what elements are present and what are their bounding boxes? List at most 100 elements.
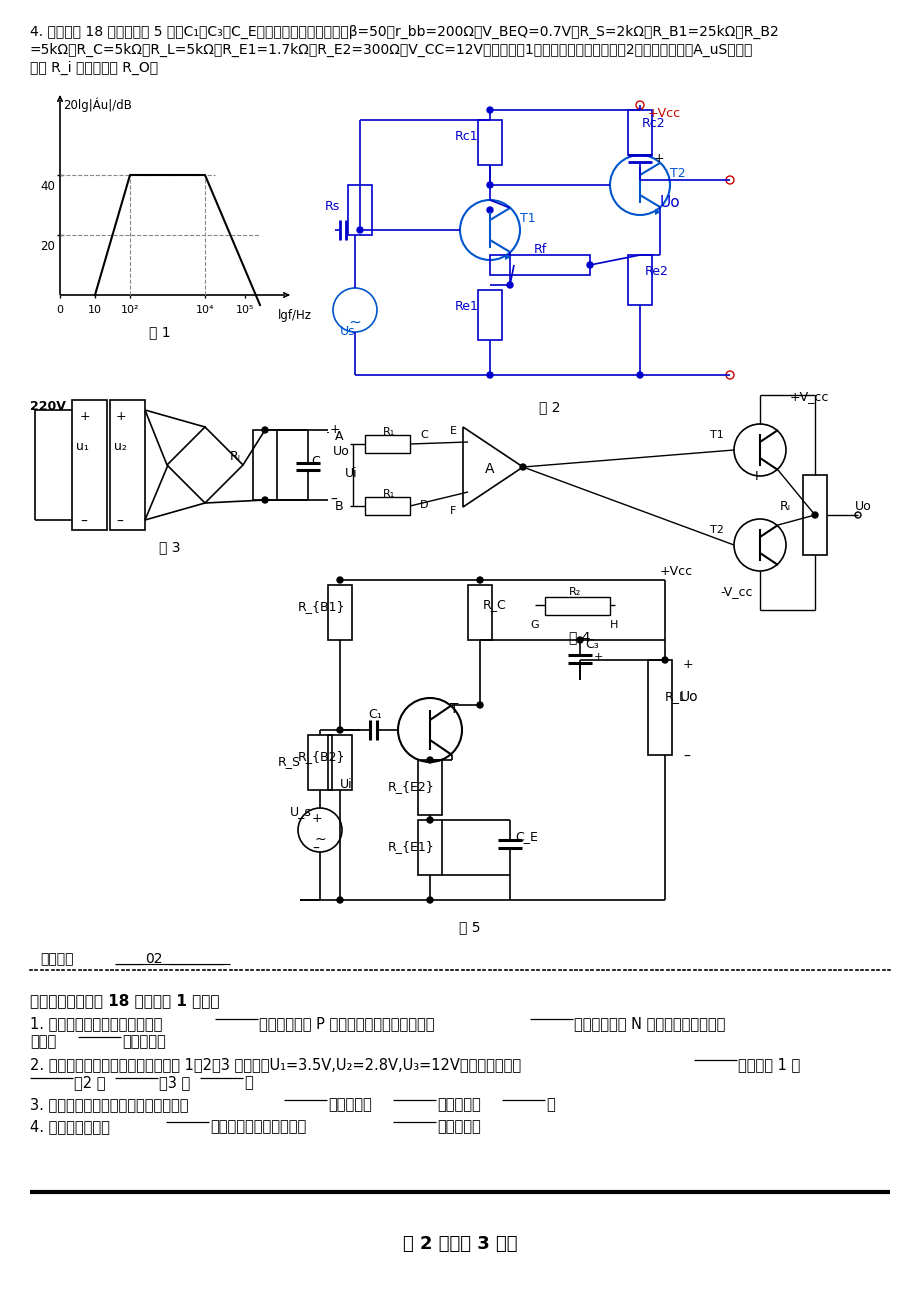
Text: u₂: u₂ — [114, 440, 127, 453]
Text: +Vcc: +Vcc — [647, 107, 680, 120]
Text: 0: 0 — [56, 305, 63, 315]
Text: +: + — [330, 423, 340, 436]
Bar — [328, 585, 352, 641]
Text: R_{B1}: R_{B1} — [298, 600, 346, 613]
Text: R_S: R_S — [278, 755, 301, 768]
Text: 10⁴: 10⁴ — [196, 305, 214, 315]
Text: 图 3: 图 3 — [159, 540, 180, 553]
Circle shape — [506, 283, 513, 288]
Text: –: – — [116, 516, 123, 529]
Circle shape — [426, 756, 433, 763]
Circle shape — [336, 897, 343, 904]
Text: 1. 本征半导体中，自由电子浓度: 1. 本征半导体中，自由电子浓度 — [30, 1016, 162, 1031]
Text: T2: T2 — [669, 167, 685, 180]
Circle shape — [426, 897, 433, 904]
Text: R_{B2}: R_{B2} — [298, 750, 346, 763]
Text: C: C — [420, 430, 427, 440]
Text: -V_cc: -V_cc — [720, 585, 752, 598]
Text: H: H — [609, 620, 618, 630]
Text: 4. 半导体三极管属: 4. 半导体三极管属 — [30, 1118, 109, 1134]
Text: 型，电极 1 为: 型，电极 1 为 — [737, 1057, 800, 1072]
Circle shape — [336, 727, 343, 733]
Bar — [365, 435, 410, 453]
Text: U_s: U_s — [289, 805, 312, 818]
Bar — [802, 475, 826, 555]
Text: 10⁵: 10⁵ — [235, 305, 254, 315]
Text: ，2 为: ，2 为 — [74, 1075, 106, 1090]
Bar — [647, 660, 671, 755]
Circle shape — [486, 182, 493, 187]
Text: 10: 10 — [88, 305, 102, 315]
Bar — [253, 430, 277, 500]
Text: u₁: u₁ — [76, 440, 89, 453]
Bar — [628, 109, 652, 155]
Text: +Vcc: +Vcc — [659, 565, 692, 578]
Text: C₁: C₁ — [368, 708, 381, 721]
Circle shape — [636, 372, 642, 378]
Text: lgf/Hz: lgf/Hz — [278, 309, 312, 322]
Text: R₁: R₁ — [382, 490, 395, 499]
Text: +: + — [80, 410, 91, 423]
Text: Ui: Ui — [340, 779, 352, 792]
Bar — [328, 736, 352, 790]
Text: 4. （本小题 18 分）电路图 5 中，C₁、C₃和C_E的容量足够大，晶体管的β=50，r_bb=200Ω，V_BEQ=0.7V，R_S=2kΩ，R_B1=: 4. （本小题 18 分）电路图 5 中，C₁、C₃和C_E的容量足够大，晶体管… — [30, 25, 777, 39]
Text: 第 2 页（共 3 页）: 第 2 页（共 3 页） — [403, 1236, 516, 1253]
Text: Rc2: Rc2 — [641, 117, 665, 130]
Text: 空穴浓度；在 N 型半导体中，自由电: 空穴浓度；在 N 型半导体中，自由电 — [573, 1016, 724, 1031]
Text: 3. 射极输出器的特点是：电压放大倍数: 3. 射极输出器的特点是：电压放大倍数 — [30, 1098, 188, 1112]
Bar — [628, 255, 652, 305]
Text: 控制器件。: 控制器件。 — [437, 1118, 481, 1134]
Circle shape — [486, 207, 493, 214]
Circle shape — [811, 512, 817, 518]
Text: F: F — [449, 506, 456, 516]
Bar — [417, 760, 441, 815]
Text: 2. 放大电路中，测得三极管三个电极 1，2，3 的电位为U₁=3.5V,U₂=2.8V,U₃=12V；则该三极管是: 2. 放大电路中，测得三极管三个电极 1，2，3 的电位为U₁=3.5V,U₂=… — [30, 1057, 520, 1072]
Bar — [478, 290, 502, 340]
Text: Uo: Uo — [333, 445, 349, 458]
Text: 空穴浓度。: 空穴浓度。 — [122, 1034, 165, 1049]
Bar — [490, 255, 589, 275]
Text: Uo: Uo — [854, 500, 871, 513]
Text: Rf: Rf — [533, 243, 546, 256]
Bar — [110, 400, 145, 530]
Text: ，3 为: ，3 为 — [159, 1075, 190, 1090]
Text: D: D — [420, 500, 428, 510]
Text: 图 1: 图 1 — [149, 326, 171, 339]
Text: +V_cc: +V_cc — [789, 391, 828, 404]
Circle shape — [357, 227, 363, 233]
Text: R_L: R_L — [664, 690, 686, 703]
Text: 。: 。 — [545, 1098, 554, 1112]
Circle shape — [662, 658, 667, 663]
Text: Rₗ: Rₗ — [779, 500, 790, 513]
Text: C₃: C₃ — [584, 638, 598, 651]
Text: 图 4: 图 4 — [569, 630, 590, 644]
Text: 40: 40 — [40, 180, 55, 193]
Text: Re1: Re1 — [455, 299, 479, 312]
Text: 空穴浓度；在 P 型半导体中，自由电子浓度: 空穴浓度；在 P 型半导体中，自由电子浓度 — [259, 1016, 434, 1031]
Circle shape — [586, 262, 593, 268]
Text: +: + — [312, 812, 323, 825]
Bar — [308, 736, 332, 790]
Text: 。: 。 — [244, 1075, 253, 1090]
Text: Uo: Uo — [659, 195, 680, 210]
Text: I: I — [754, 470, 758, 483]
Circle shape — [476, 577, 482, 583]
Text: R₁: R₁ — [382, 427, 395, 437]
Text: Rc1: Rc1 — [455, 130, 478, 143]
Circle shape — [476, 702, 482, 708]
Text: ，输入电阻: ，输入电阻 — [328, 1098, 371, 1112]
Bar — [417, 820, 441, 875]
Text: +: + — [594, 652, 603, 661]
Circle shape — [576, 637, 583, 643]
Circle shape — [426, 816, 433, 823]
Text: C_E: C_E — [515, 829, 538, 842]
Text: +: + — [653, 152, 664, 165]
Text: 10²: 10² — [120, 305, 139, 315]
Text: 图 2: 图 2 — [539, 400, 561, 414]
Text: ~: ~ — [314, 833, 325, 848]
Text: A: A — [484, 462, 494, 477]
Circle shape — [486, 372, 493, 378]
Text: ，输出电阻: ，输出电阻 — [437, 1098, 481, 1112]
Text: Uo: Uo — [679, 690, 698, 704]
Bar — [72, 400, 107, 530]
